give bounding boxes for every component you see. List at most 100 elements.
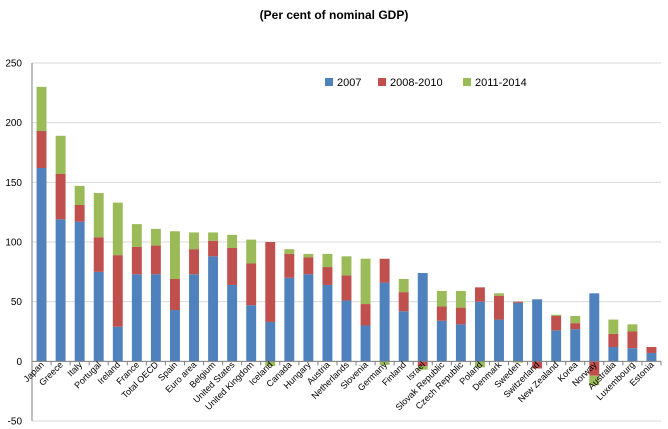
bar-segment	[436, 290, 447, 307]
bar-segment	[513, 301, 523, 303]
legend-swatch	[463, 78, 471, 86]
y-tick-label: 100	[5, 238, 22, 249]
bar-segment	[341, 300, 352, 362]
y-tick-label: -50	[8, 417, 23, 428]
bar-segment	[360, 258, 371, 305]
legend-swatch	[378, 78, 386, 86]
bar-segment	[589, 375, 600, 386]
bar-segment	[322, 253, 333, 268]
bar-segment	[360, 325, 371, 362]
bar-segment	[608, 319, 619, 334]
bar-segment	[227, 234, 238, 248]
bar-segment	[246, 239, 257, 264]
axes	[31, 63, 662, 421]
bar-segment	[532, 299, 543, 362]
y-tick-label: 150	[5, 178, 22, 189]
bar-segment	[455, 324, 466, 362]
bar-segment	[379, 361, 390, 365]
bar-segment	[513, 302, 523, 362]
bar-segment	[532, 361, 543, 369]
bar-segment	[379, 258, 390, 283]
chart-subtitle: (Per cent of nominal GDP)	[260, 8, 409, 22]
bar-segment	[150, 245, 161, 275]
bar-segment	[417, 361, 428, 367]
bar-segment	[646, 352, 657, 362]
y-tick-label: 200	[5, 118, 22, 129]
bar-segment	[150, 228, 161, 246]
bar-segment	[284, 249, 295, 254]
bar-segment	[55, 173, 66, 220]
bar-segment	[570, 329, 581, 362]
bar-segment	[627, 348, 638, 362]
bar-segment	[36, 86, 47, 132]
bar-segment	[189, 274, 199, 362]
bar-segment	[608, 333, 619, 348]
bar-segment	[322, 267, 333, 285]
y-tick-label: 250	[5, 59, 22, 70]
y-tick-label: 0	[16, 357, 22, 368]
bar-segment	[455, 290, 466, 308]
bar-segment	[112, 326, 123, 362]
bar-segment	[265, 361, 276, 367]
bar-segment	[455, 307, 466, 325]
bar-segment	[341, 256, 352, 276]
y-tick-label: 50	[11, 297, 23, 308]
bar-segment	[36, 131, 47, 169]
legend-label: 2011-2014	[475, 77, 527, 89]
bar-segment	[189, 249, 199, 275]
bar-segment	[417, 366, 428, 370]
bar-segment	[93, 271, 104, 362]
bar-segment	[589, 361, 600, 376]
bars	[36, 86, 657, 386]
bar-segment	[189, 232, 199, 250]
bar-segment	[627, 331, 638, 349]
bar-segment	[284, 277, 295, 362]
bar-segment	[551, 330, 562, 362]
bar-segment	[150, 274, 161, 362]
bar-segment	[646, 347, 657, 353]
bar-segment	[131, 274, 142, 362]
bar-segment	[627, 324, 638, 332]
bar-segment	[398, 292, 409, 312]
legend-swatch	[325, 78, 333, 86]
bar-segment	[360, 304, 371, 326]
bar-segment	[513, 361, 523, 363]
legend: 2007 2008-2010 2011-2014	[325, 77, 527, 89]
bar-segment	[474, 287, 485, 302]
bar-segment	[379, 282, 390, 362]
bar-segment	[74, 205, 85, 222]
bar-segment	[589, 293, 600, 362]
bar-segment	[55, 135, 66, 174]
bar-segment	[398, 311, 409, 362]
bar-segment	[246, 263, 257, 306]
bar-segment	[74, 185, 85, 205]
bar-segment	[208, 240, 219, 257]
bar-segment	[208, 232, 219, 241]
bar-segment	[494, 293, 504, 296]
bar-segment	[341, 275, 352, 301]
bar-segment	[227, 247, 238, 285]
bar-segment	[494, 295, 504, 320]
bar-segment	[131, 224, 142, 247]
bar-segment	[474, 361, 485, 368]
bar-segment	[265, 321, 276, 362]
bar-segment	[303, 257, 314, 275]
bar-segment	[112, 202, 123, 256]
bar-segment	[93, 193, 104, 238]
bar-segment	[131, 246, 142, 275]
bar-segment	[551, 314, 562, 316]
legend-label: 2008-2010	[390, 77, 443, 89]
bar-segment	[570, 323, 581, 330]
bar-segment	[170, 278, 180, 311]
bar-segment	[570, 315, 581, 324]
legend-label: 2007	[337, 77, 361, 89]
bar-segment	[608, 347, 619, 362]
bar-segment	[55, 219, 66, 362]
bar-segment	[284, 253, 295, 278]
bar-segment	[36, 168, 47, 362]
bar-segment	[227, 284, 238, 362]
bar-segment	[170, 310, 180, 362]
bar-segment	[398, 278, 409, 293]
